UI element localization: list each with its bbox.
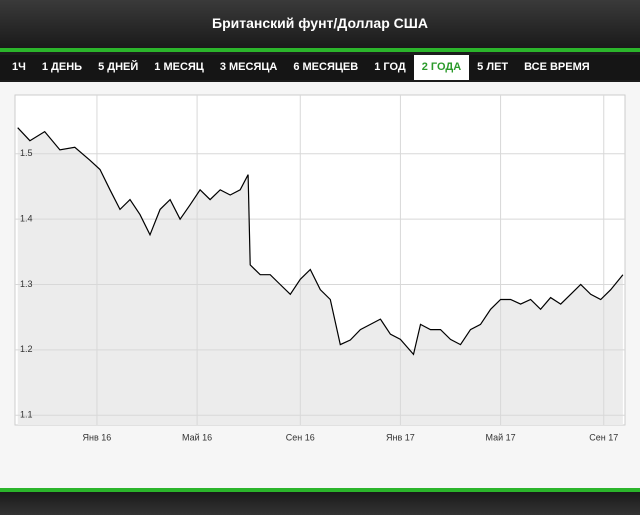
y-tick-label: 1.1 [20, 410, 33, 420]
chart-panel: 1.1 1.2 1.3 1.4 1.5 Янв 16 Май 16 Сен 16 Янв 17 М… [0, 82, 640, 488]
price-line [17, 127, 624, 356]
x-tick-label: Сен 17 [589, 432, 618, 442]
y-tick-label: 1.5 [20, 148, 33, 158]
chart: 1.1 1.2 1.3 1.4 1.5 Янв 16 Май 16 Сен 16 Янв 17 М… [14, 94, 626, 442]
y-tick-label: 1.2 [20, 344, 33, 354]
accent-line [0, 488, 640, 492]
tab[interactable]: ВСЕ ВРЕМЯ [524, 61, 590, 73]
x-tick-label: Сен 16 [286, 432, 315, 442]
tab[interactable]: 1 ДЕНЬ [41, 61, 83, 73]
tab[interactable]: 5 ДНЕЙ [98, 61, 139, 73]
footer-bar [0, 492, 640, 515]
tab-bar: 1Ч 1 ДЕНЬ 5 ДНЕЙ 1 МЕСЯЦ 3 МЕСЯЦА 6 МЕСЯЦЕВ 1 … [0, 55, 640, 80]
x-tick-label: Янв 17 [386, 432, 415, 442]
x-tick-label: Май 17 [485, 432, 515, 442]
tab[interactable]: 3 МЕСЯЦА [219, 61, 278, 73]
title: Британский фунт/Доллар США [212, 15, 428, 31]
tab[interactable]: 1Ч [12, 61, 26, 73]
y-tick-label: 1.4 [20, 214, 33, 224]
tab[interactable]: 2 ГОДА [413, 55, 470, 80]
tab[interactable]: 1 МЕСЯЦ [154, 61, 204, 73]
y-tick-label: 1.3 [20, 279, 33, 289]
tab[interactable]: 1 ГОД [374, 61, 406, 73]
tab[interactable]: 5 ЛЕТ [477, 61, 509, 73]
area-fill [17, 127, 623, 425]
x-tick-label: Янв 16 [83, 432, 112, 442]
tab[interactable]: 6 МЕСЯЦЕВ [293, 61, 359, 73]
x-tick-label: Май 16 [182, 432, 212, 442]
accent-line [0, 48, 640, 52]
title-bar: Британский фунт/Доллар США [0, 0, 640, 48]
